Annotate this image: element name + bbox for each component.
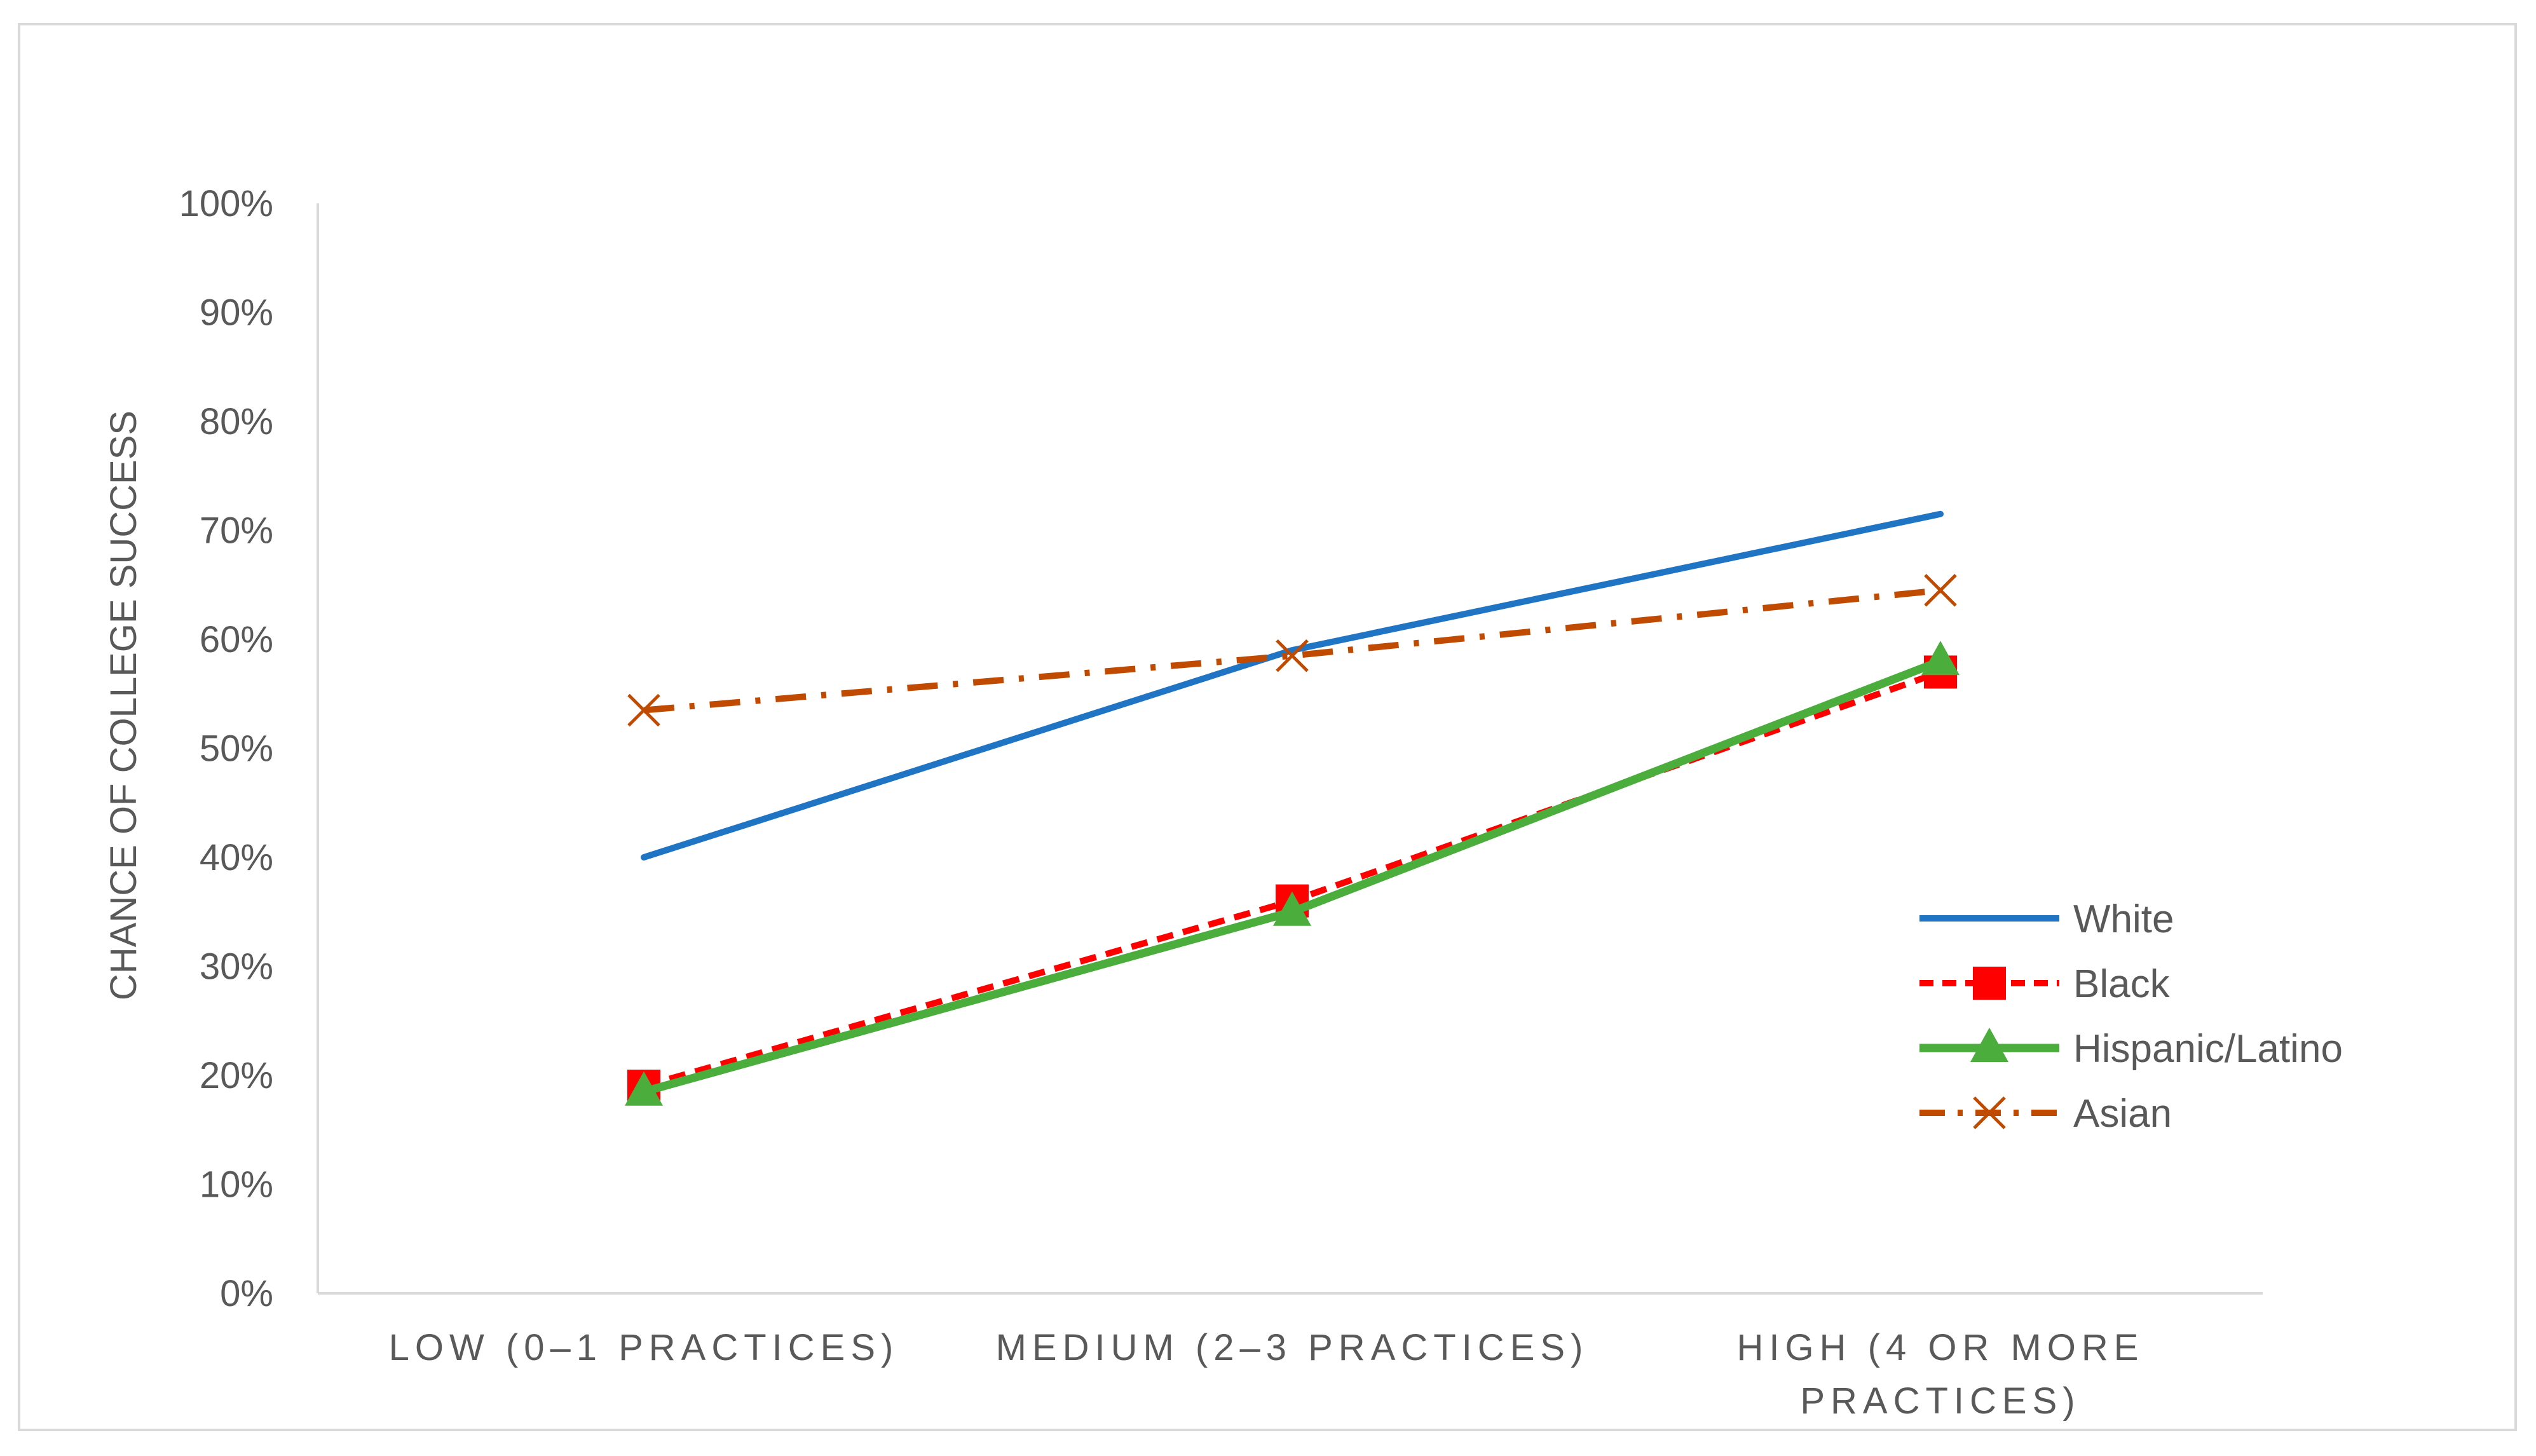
data-point-square [1973,967,2006,1000]
series-line [641,510,1944,861]
y-tick-label: 60% [200,619,273,660]
x-tick-label: MEDIUM (2–3 PRACTICES) [996,1327,1589,1368]
data-point-x [627,693,660,727]
y-axis-title: CHANCE OF COLLEGE SUCCESS [103,411,144,1000]
y-tick-label: 10% [200,1164,273,1206]
legend-item: Black [1919,962,2171,1006]
y-tick-label: 70% [200,510,273,552]
data-point-x [1924,574,1957,607]
legend-item: Hispanic/Latino [1919,1027,2343,1071]
y-tick-label: 20% [200,1055,273,1096]
series-line [643,587,1941,714]
x-tick-label: LOW (0–1 PRACTICES) [389,1327,899,1368]
series-white [641,510,1944,861]
x-tick-label: PRACTICES) [1800,1380,2080,1422]
x-axis-ticks: LOW (0–1 PRACTICES) MEDIUM (2–3 PRACTICES… [389,1327,2144,1422]
data-point-triangle [625,1071,663,1106]
legend: White Black Hispanic/Latino Asian [1919,897,2343,1136]
series-line [639,657,1945,1096]
series-hispanic-latino [625,641,1960,1106]
y-tick-label: 40% [200,837,273,878]
y-tick-label: 80% [200,401,273,442]
data-point-triangle [1273,891,1311,926]
legend-label: White [2073,897,2174,941]
y-axis-ticks: 0% 10% 20% 30% 40% 50% 60% 70% 80% 90% 100% [179,183,273,1314]
chart-frame [18,23,2517,1431]
data-point-triangle [1970,1028,2008,1062]
axes [317,203,2263,1295]
legend-label: Black [2073,962,2171,1006]
legend-item: White [1919,897,2174,941]
series-black [627,655,1957,1103]
x-tick-label: HIGH (4 OR MORE [1737,1327,2144,1368]
legend-label: Hispanic/Latino [2073,1027,2343,1071]
legend-label: Asian [2073,1092,2172,1136]
data-point-triangle [1921,641,1960,676]
y-tick-label: 90% [200,292,273,334]
y-tick-label: 50% [200,728,273,770]
legend-item: Asian [1919,1092,2172,1136]
series-layer [625,510,1960,1106]
y-tick-label: 30% [200,946,273,988]
series-asian [627,574,1957,727]
data-point-x [1973,1096,2006,1129]
data-point-x [1276,639,1309,672]
y-tick-label: 100% [179,183,273,224]
y-tick-label: 0% [220,1273,273,1314]
